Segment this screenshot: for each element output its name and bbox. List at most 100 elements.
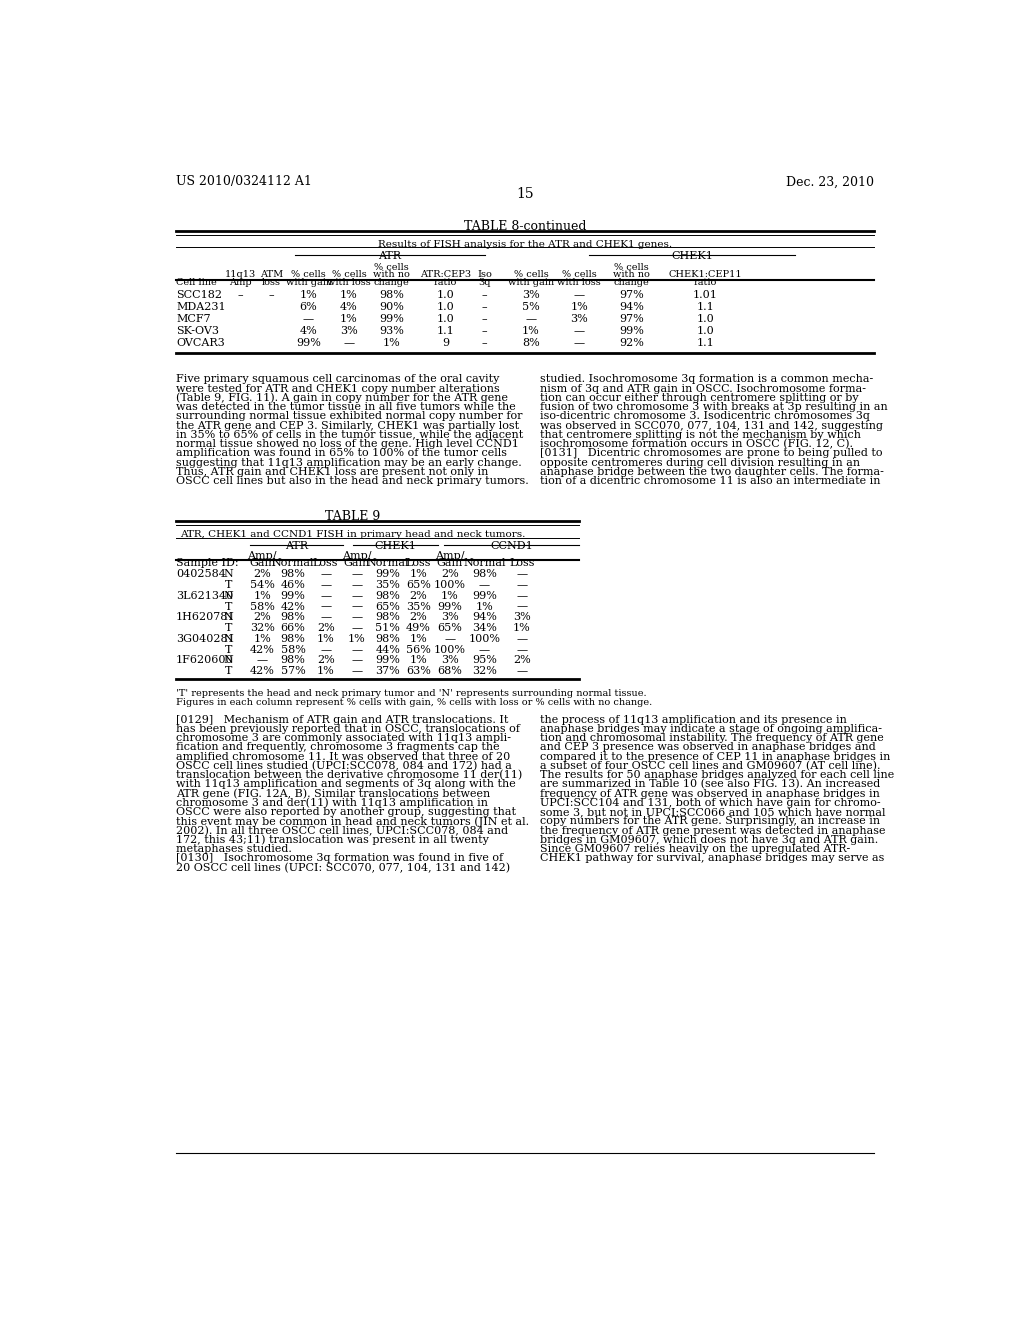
Text: —: — xyxy=(516,634,527,644)
Text: 65%: 65% xyxy=(375,602,400,611)
Text: 34%: 34% xyxy=(472,623,497,634)
Text: 6%: 6% xyxy=(300,302,317,312)
Text: —: — xyxy=(303,314,314,323)
Text: 97%: 97% xyxy=(620,314,644,323)
Text: 1%: 1% xyxy=(316,634,335,644)
Text: suggesting that 11q13 amplification may be an early change.: suggesting that 11q13 amplification may … xyxy=(176,458,522,467)
Text: ATR gene (FIG. 12A, B). Similar translocations between: ATR gene (FIG. 12A, B). Similar transloc… xyxy=(176,788,490,799)
Text: 1%: 1% xyxy=(410,634,427,644)
Text: 42%: 42% xyxy=(281,602,305,611)
Text: 1%: 1% xyxy=(513,623,530,634)
Text: chromosome 3 are commonly associated with 11q13 ampli-: chromosome 3 are commonly associated wit… xyxy=(176,733,511,743)
Text: —: — xyxy=(573,338,585,347)
Text: CHEK1: CHEK1 xyxy=(375,541,417,552)
Text: —: — xyxy=(351,656,362,665)
Text: 0402584: 0402584 xyxy=(176,569,226,579)
Text: % cells: % cells xyxy=(332,271,367,280)
Text: 3%: 3% xyxy=(522,290,540,300)
Text: translocation between the derivative chromosome 11 der(11): translocation between the derivative chr… xyxy=(176,770,522,780)
Text: 65%: 65% xyxy=(437,623,462,634)
Text: CHEK1: CHEK1 xyxy=(671,251,713,261)
Text: 98%: 98% xyxy=(281,634,305,644)
Text: with loss: with loss xyxy=(327,277,371,286)
Text: the process of 11q13 amplification and its presence in: the process of 11q13 amplification and i… xyxy=(541,714,847,725)
Text: 172, this 43;11) translocation was present in all twenty: 172, this 43;11) translocation was prese… xyxy=(176,834,488,845)
Text: —: — xyxy=(573,326,585,335)
Text: Normal: Normal xyxy=(367,558,409,569)
Text: CHEK1 pathway for survival, anaphase bridges may serve as: CHEK1 pathway for survival, anaphase bri… xyxy=(541,853,885,863)
Text: normal tissue showed no loss of the gene. High level CCND1: normal tissue showed no loss of the gene… xyxy=(176,440,519,449)
Text: Amp: Amp xyxy=(229,277,252,286)
Text: iso-dicentric chromosome 3. Isodicentric chromosomes 3q: iso-dicentric chromosome 3. Isodicentric… xyxy=(541,412,870,421)
Text: 1.0: 1.0 xyxy=(696,326,715,335)
Text: ATM: ATM xyxy=(260,271,283,280)
Text: Gain: Gain xyxy=(343,558,370,569)
Text: some 3, but not in UPCI:SCC066 and 105 which have normal: some 3, but not in UPCI:SCC066 and 105 w… xyxy=(541,807,886,817)
Text: —: — xyxy=(516,569,527,579)
Text: 35%: 35% xyxy=(375,579,400,590)
Text: ratio: ratio xyxy=(434,277,458,286)
Text: ratio: ratio xyxy=(693,277,717,286)
Text: 46%: 46% xyxy=(281,579,305,590)
Text: T: T xyxy=(225,644,232,655)
Text: 32%: 32% xyxy=(250,623,274,634)
Text: —: — xyxy=(257,656,267,665)
Text: isochromosome formation occurs in OSCC (FIG. 12, C).: isochromosome formation occurs in OSCC (… xyxy=(541,440,853,449)
Text: was observed in SCC070, 077, 104, 131 and 142, suggesting: was observed in SCC070, 077, 104, 131 an… xyxy=(541,421,884,430)
Text: 65%: 65% xyxy=(407,579,431,590)
Text: 1.1: 1.1 xyxy=(437,326,455,335)
Text: 54%: 54% xyxy=(250,579,274,590)
Text: 57%: 57% xyxy=(281,667,305,676)
Text: 99%: 99% xyxy=(620,326,644,335)
Text: [0131]   Dicentric chromosomes are prone to being pulled to: [0131] Dicentric chromosomes are prone t… xyxy=(541,449,883,458)
Text: Cell line: Cell line xyxy=(176,277,217,286)
Text: Loss: Loss xyxy=(406,558,431,569)
Text: Gain: Gain xyxy=(436,558,463,569)
Text: 2%: 2% xyxy=(253,612,271,622)
Text: 1.0: 1.0 xyxy=(437,290,455,300)
Text: fusion of two chromosome 3 with breaks at 3p resulting in an: fusion of two chromosome 3 with breaks a… xyxy=(541,403,888,412)
Text: —: — xyxy=(321,612,331,622)
Text: ATR: ATR xyxy=(286,541,308,552)
Text: bridges in GM09607, which does not have 3q and ATR gain.: bridges in GM09607, which does not have … xyxy=(541,834,879,845)
Text: 1%: 1% xyxy=(475,602,494,611)
Text: Amp/: Amp/ xyxy=(435,550,464,561)
Text: CHEK1:CEP11: CHEK1:CEP11 xyxy=(669,271,742,280)
Text: –: – xyxy=(268,290,274,300)
Text: —: — xyxy=(351,569,362,579)
Text: 1%: 1% xyxy=(440,591,459,601)
Text: Normal: Normal xyxy=(271,558,314,569)
Text: 'T' represents the head and neck primary tumor and 'N' represents surrounding no: 'T' represents the head and neck primary… xyxy=(176,689,647,697)
Text: opposite centromeres during cell division resulting in an: opposite centromeres during cell divisio… xyxy=(541,458,860,467)
Text: —: — xyxy=(516,579,527,590)
Text: 3L621340: 3L621340 xyxy=(176,591,233,601)
Text: –: – xyxy=(481,338,487,347)
Text: 3%: 3% xyxy=(440,656,459,665)
Text: —: — xyxy=(479,644,490,655)
Text: Loss: Loss xyxy=(313,558,338,569)
Text: Thus, ATR gain and CHEK1 loss are present not only in: Thus, ATR gain and CHEK1 loss are presen… xyxy=(176,467,488,477)
Text: 90%: 90% xyxy=(379,302,403,312)
Text: –: – xyxy=(481,314,487,323)
Text: 15: 15 xyxy=(516,187,534,201)
Text: 51%: 51% xyxy=(375,623,400,634)
Text: 20 OSCC cell lines (UPCI: SCC070, 077, 104, 131 and 142): 20 OSCC cell lines (UPCI: SCC070, 077, 1… xyxy=(176,862,510,873)
Text: —: — xyxy=(343,338,354,347)
Text: with no: with no xyxy=(613,271,650,280)
Text: tion and chromosomal instability. The frequency of ATR gene: tion and chromosomal instability. The fr… xyxy=(541,733,884,743)
Text: Dec. 23, 2010: Dec. 23, 2010 xyxy=(785,176,873,189)
Text: 98%: 98% xyxy=(375,634,400,644)
Text: surrounding normal tissue exhibited normal copy number for: surrounding normal tissue exhibited norm… xyxy=(176,412,522,421)
Text: —: — xyxy=(321,644,331,655)
Text: 99%: 99% xyxy=(375,569,400,579)
Text: 93%: 93% xyxy=(379,326,403,335)
Text: 42%: 42% xyxy=(250,644,274,655)
Text: —: — xyxy=(516,591,527,601)
Text: N: N xyxy=(224,569,233,579)
Text: % cells: % cells xyxy=(291,271,326,280)
Text: chromosome 3 and der(11) with 11q13 amplification in: chromosome 3 and der(11) with 11q13 ampl… xyxy=(176,797,488,808)
Text: fication and frequently, chromosome 3 fragments cap the: fication and frequently, chromosome 3 fr… xyxy=(176,742,500,752)
Text: in 35% to 65% of cells in the tumor tissue, while the adjacent: in 35% to 65% of cells in the tumor tiss… xyxy=(176,430,523,440)
Text: 63%: 63% xyxy=(407,667,431,676)
Text: 98%: 98% xyxy=(375,612,400,622)
